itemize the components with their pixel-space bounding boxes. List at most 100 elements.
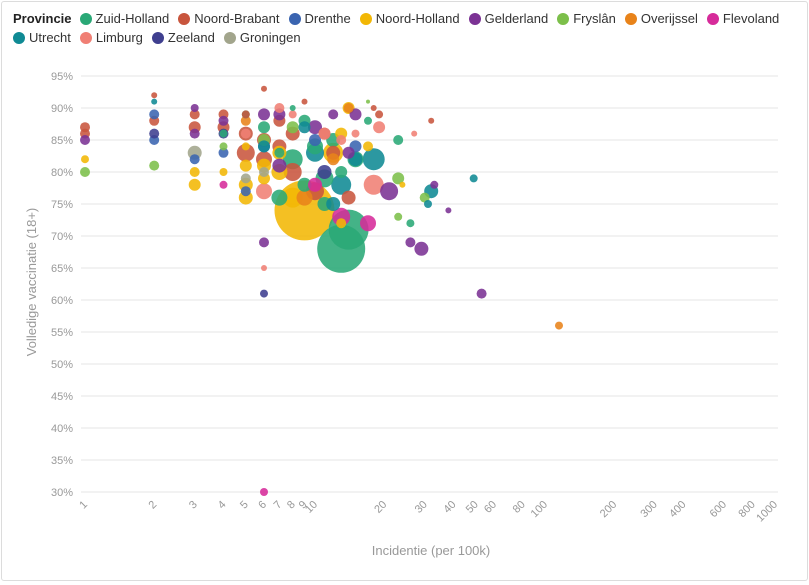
data-point[interactable] xyxy=(297,177,312,192)
data-point[interactable] xyxy=(282,187,303,208)
data-point[interactable] xyxy=(394,212,403,221)
data-point[interactable] xyxy=(149,160,160,171)
data-point[interactable] xyxy=(236,143,255,162)
legend-item[interactable]: Fryslân xyxy=(557,10,616,28)
legend-item[interactable]: Overijssel xyxy=(624,10,698,28)
legend-item[interactable]: Flevoland xyxy=(706,10,779,28)
data-point[interactable] xyxy=(349,108,362,121)
data-point[interactable] xyxy=(260,289,268,298)
data-point[interactable] xyxy=(289,105,296,111)
data-point[interactable] xyxy=(272,158,287,173)
data-point[interactable] xyxy=(260,488,268,496)
data-point[interactable] xyxy=(149,128,160,139)
data-point[interactable] xyxy=(219,168,228,176)
data-point[interactable] xyxy=(151,98,158,105)
data-point[interactable] xyxy=(326,197,341,211)
legend-item[interactable]: Drenthe xyxy=(288,10,351,28)
data-point[interactable] xyxy=(366,99,370,104)
data-point[interactable] xyxy=(414,241,429,256)
legend-item[interactable]: Groningen xyxy=(223,29,301,47)
data-point[interactable] xyxy=(336,218,347,229)
data-point[interactable] xyxy=(258,108,270,121)
data-point[interactable] xyxy=(258,140,270,153)
data-point[interactable] xyxy=(80,135,90,145)
data-point[interactable] xyxy=(239,159,252,172)
data-point[interactable] xyxy=(240,186,251,197)
data-point[interactable] xyxy=(296,189,313,206)
data-point[interactable] xyxy=(218,115,229,126)
data-point[interactable] xyxy=(318,127,331,140)
data-point[interactable] xyxy=(331,174,352,195)
data-point[interactable] xyxy=(405,237,416,248)
data-point[interactable] xyxy=(218,147,229,158)
data-point[interactable] xyxy=(555,321,563,330)
data-point[interactable] xyxy=(189,109,200,120)
legend-item[interactable]: Zuid-Holland xyxy=(79,10,169,28)
data-point[interactable] xyxy=(271,189,288,206)
data-point[interactable] xyxy=(373,121,386,134)
data-point[interactable] xyxy=(428,117,435,124)
data-point[interactable] xyxy=(80,167,90,177)
data-point[interactable] xyxy=(380,182,399,201)
data-point[interactable] xyxy=(328,109,339,120)
data-point[interactable] xyxy=(241,142,250,151)
legend-item[interactable]: Noord-Brabant xyxy=(178,10,280,28)
data-point[interactable] xyxy=(363,141,373,152)
data-point[interactable] xyxy=(240,115,251,126)
data-point[interactable] xyxy=(274,103,285,113)
data-point[interactable] xyxy=(317,165,332,179)
data-point[interactable] xyxy=(370,105,377,111)
data-point[interactable] xyxy=(283,163,302,181)
legend-item[interactable]: Utrecht xyxy=(13,29,71,47)
data-point[interactable] xyxy=(327,153,340,166)
data-point[interactable] xyxy=(219,180,228,189)
data-point[interactable] xyxy=(363,174,384,195)
data-point[interactable] xyxy=(424,200,432,208)
legend-item[interactable]: Zeeland xyxy=(151,29,215,47)
data-point[interactable] xyxy=(430,180,439,189)
legend-item[interactable]: Limburg xyxy=(79,29,143,47)
data-point[interactable] xyxy=(240,173,251,184)
data-point[interactable] xyxy=(308,120,322,135)
data-point[interactable] xyxy=(149,109,160,120)
data-point[interactable] xyxy=(469,174,478,183)
data-point[interactable] xyxy=(190,104,199,112)
data-point[interactable] xyxy=(362,148,385,171)
data-point[interactable] xyxy=(286,121,299,134)
data-point[interactable] xyxy=(476,288,487,299)
data-point[interactable] xyxy=(301,98,308,105)
data-point[interactable] xyxy=(189,154,200,165)
data-point[interactable] xyxy=(335,166,348,178)
data-point[interactable] xyxy=(282,149,303,170)
data-point[interactable] xyxy=(259,167,269,177)
data-point[interactable] xyxy=(258,121,270,134)
data-point[interactable] xyxy=(219,142,228,151)
data-point[interactable] xyxy=(81,155,89,164)
data-point[interactable] xyxy=(393,135,404,145)
data-point[interactable] xyxy=(343,103,354,113)
data-point[interactable] xyxy=(364,116,372,125)
data-point[interactable] xyxy=(392,172,405,185)
data-point[interactable] xyxy=(288,110,297,119)
data-point[interactable] xyxy=(341,190,356,205)
data-point[interactable] xyxy=(259,237,269,248)
data-point[interactable] xyxy=(342,146,355,159)
data-point[interactable] xyxy=(375,110,384,119)
data-point[interactable] xyxy=(151,92,158,99)
legend-item[interactable]: Noord-Holland xyxy=(359,10,460,28)
data-point[interactable] xyxy=(309,134,321,146)
data-point[interactable] xyxy=(256,183,272,200)
data-point[interactable] xyxy=(351,129,360,138)
legend-item[interactable]: Gelderland xyxy=(468,10,548,28)
data-point[interactable] xyxy=(308,177,322,192)
data-point[interactable] xyxy=(360,215,376,232)
data-point[interactable] xyxy=(240,128,251,139)
data-point[interactable] xyxy=(445,207,452,214)
data-point[interactable] xyxy=(189,128,200,139)
data-point[interactable] xyxy=(241,110,250,119)
data-point[interactable] xyxy=(189,167,200,177)
data-point[interactable] xyxy=(261,265,267,271)
data-point[interactable] xyxy=(219,129,228,138)
data-point[interactable] xyxy=(411,130,418,137)
data-point[interactable] xyxy=(261,85,267,92)
